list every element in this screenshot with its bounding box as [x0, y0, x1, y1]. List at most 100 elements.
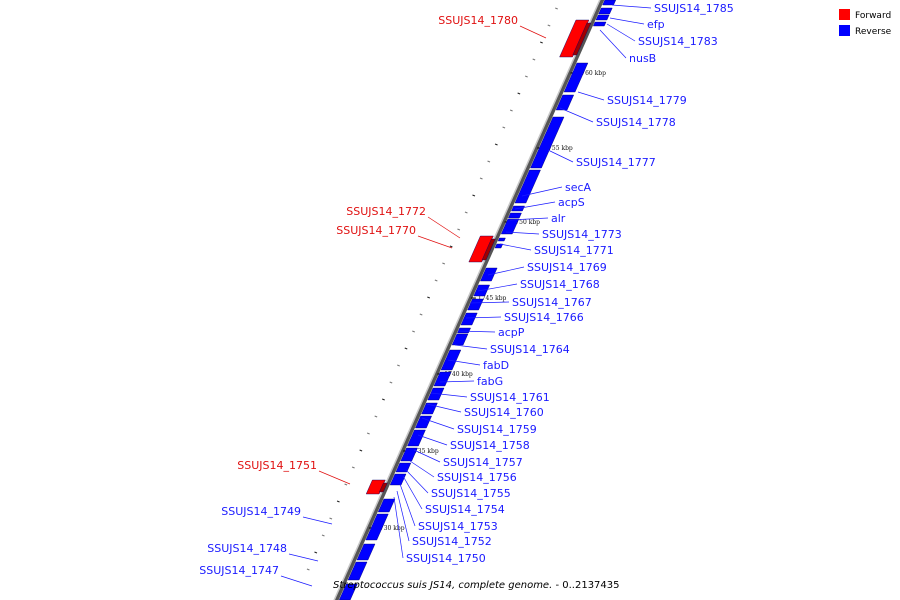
gene-label-reverse: SSUJS14_1761	[470, 391, 550, 404]
legend: Forward Reverse	[839, 9, 892, 37]
leader-line	[509, 217, 549, 221]
leader-line	[417, 235, 453, 249]
leader-line	[519, 25, 547, 39]
leader-line	[454, 344, 488, 350]
reverse-gene-block	[395, 462, 412, 473]
minor-tick	[532, 58, 536, 61]
gene-label-forward: SSUJS14_1770	[336, 224, 416, 237]
minor-tick	[509, 109, 513, 112]
reverse-gene-block	[407, 429, 426, 447]
gene-label-reverse: SSUJS14_1755	[431, 487, 511, 500]
leader-line	[302, 516, 333, 525]
reverse-gene-block	[592, 21, 607, 27]
minor-tick-marks	[306, 7, 558, 571]
label-leaders	[280, 4, 652, 587]
reverse-gene-block	[339, 583, 358, 600]
gene-label-reverse-left: SSUJS14_1747	[199, 564, 279, 577]
caption-range: - 0..2137435	[552, 580, 619, 591]
minor-tick	[472, 194, 476, 197]
minor-tick	[539, 41, 543, 44]
reverse-gene-block	[555, 94, 575, 111]
leader-line	[465, 316, 502, 319]
minor-tick	[412, 330, 415, 333]
minor-tick	[397, 364, 400, 367]
gene-label-reverse: SSUJS14_1750	[406, 552, 486, 565]
reverse-gene-block	[500, 218, 520, 235]
leader-line	[606, 23, 636, 42]
legend-label-forward: Forward	[855, 11, 891, 21]
gene-label-reverse: SSUJS14_1764	[490, 343, 570, 356]
minor-tick	[366, 432, 370, 435]
leader-line	[405, 469, 429, 494]
gene-label-reverse: SSUJS14_1783	[638, 35, 718, 48]
reverse-gene-block	[497, 237, 506, 242]
leader-line	[487, 266, 525, 276]
reverse-gene-block	[530, 116, 565, 169]
scale-tick-label: 1740 kbp	[444, 371, 473, 378]
minor-tick	[517, 92, 521, 95]
gene-label-reverse: SSUJS14_1767	[512, 296, 592, 309]
leader-line	[399, 483, 416, 527]
reverse-gene-block	[467, 298, 484, 311]
minor-tick	[494, 143, 498, 146]
gene-label-reverse: SSUJS14_1773	[542, 228, 622, 241]
reverse-gene-block	[602, 0, 617, 6]
leader-line	[288, 553, 319, 562]
gene-label-reverse: SSUJS14_1769	[527, 261, 607, 274]
leader-line	[469, 301, 510, 304]
gene-label-reverse: alr	[551, 212, 566, 225]
gene-label-reverse: acpP	[498, 326, 525, 339]
minor-tick	[419, 313, 423, 316]
leader-line	[499, 243, 532, 251]
leader-line	[280, 575, 313, 587]
gene-label-forward: SSUJS14_1780	[438, 14, 518, 27]
reverse-gene-block	[389, 473, 407, 486]
leader-line	[547, 149, 574, 163]
reverse-gene-block	[377, 498, 396, 513]
gene-label-forward: SSUJS14_1772	[346, 205, 426, 218]
reverse-gene-block	[457, 327, 471, 334]
gene-label-reverse: SSUJS14_1752	[412, 535, 492, 548]
caption-organism: Streptococcus suis JS14, complete genome…	[333, 580, 552, 591]
leader-line	[402, 475, 423, 510]
minor-tick	[547, 24, 551, 27]
minor-tick	[314, 551, 318, 554]
minor-tick	[434, 279, 438, 282]
minor-tick	[344, 483, 348, 486]
reverse-gene-block	[507, 212, 522, 219]
forward-gene-block-side	[481, 238, 496, 261]
reverse-gene-block	[433, 371, 452, 387]
reverse-gene-block	[365, 513, 389, 541]
gene-label-reverse: SSUJS14_1760	[464, 406, 544, 419]
leader-line	[577, 91, 605, 101]
legend-swatch-reverse	[839, 25, 850, 36]
leader-line	[427, 216, 461, 239]
scale-tick-label: 1760 kbp	[577, 70, 606, 77]
gene-label-reverse: fabG	[477, 375, 503, 388]
leader-line	[457, 330, 496, 333]
gene-label-reverse: SSUJS14_1778	[596, 116, 676, 129]
minor-tick	[502, 126, 506, 129]
minor-tick	[351, 466, 355, 469]
reverse-gene-block	[451, 333, 469, 346]
gene-label-reverse: SSUJS14_1777	[576, 156, 656, 169]
gene-label-forward: SSUJS14_1751	[237, 459, 317, 472]
forward-gene-block-side	[572, 22, 592, 56]
minor-tick	[555, 7, 558, 10]
minor-tick	[457, 228, 461, 231]
reverse-gene-block	[514, 169, 541, 204]
gene-label-reverse: acpS	[558, 196, 585, 209]
minor-tick	[306, 568, 310, 571]
leader-line	[611, 4, 652, 9]
gene-label-reverse-left: SSUJS14_1749	[221, 505, 301, 518]
gene-label-reverse: SSUJS14_1757	[443, 456, 523, 469]
reverse-gene-block	[427, 387, 445, 401]
gene-label-reverse-left: SSUJS14_1748	[207, 542, 287, 555]
scale-tick-label: 1735 kbp	[410, 448, 439, 455]
minor-tick	[404, 347, 408, 350]
forward-gene-block-side	[379, 482, 388, 493]
leader-line	[447, 359, 481, 366]
minor-tick	[381, 398, 385, 401]
scale-tick-label: 1745 kbp	[478, 295, 507, 302]
